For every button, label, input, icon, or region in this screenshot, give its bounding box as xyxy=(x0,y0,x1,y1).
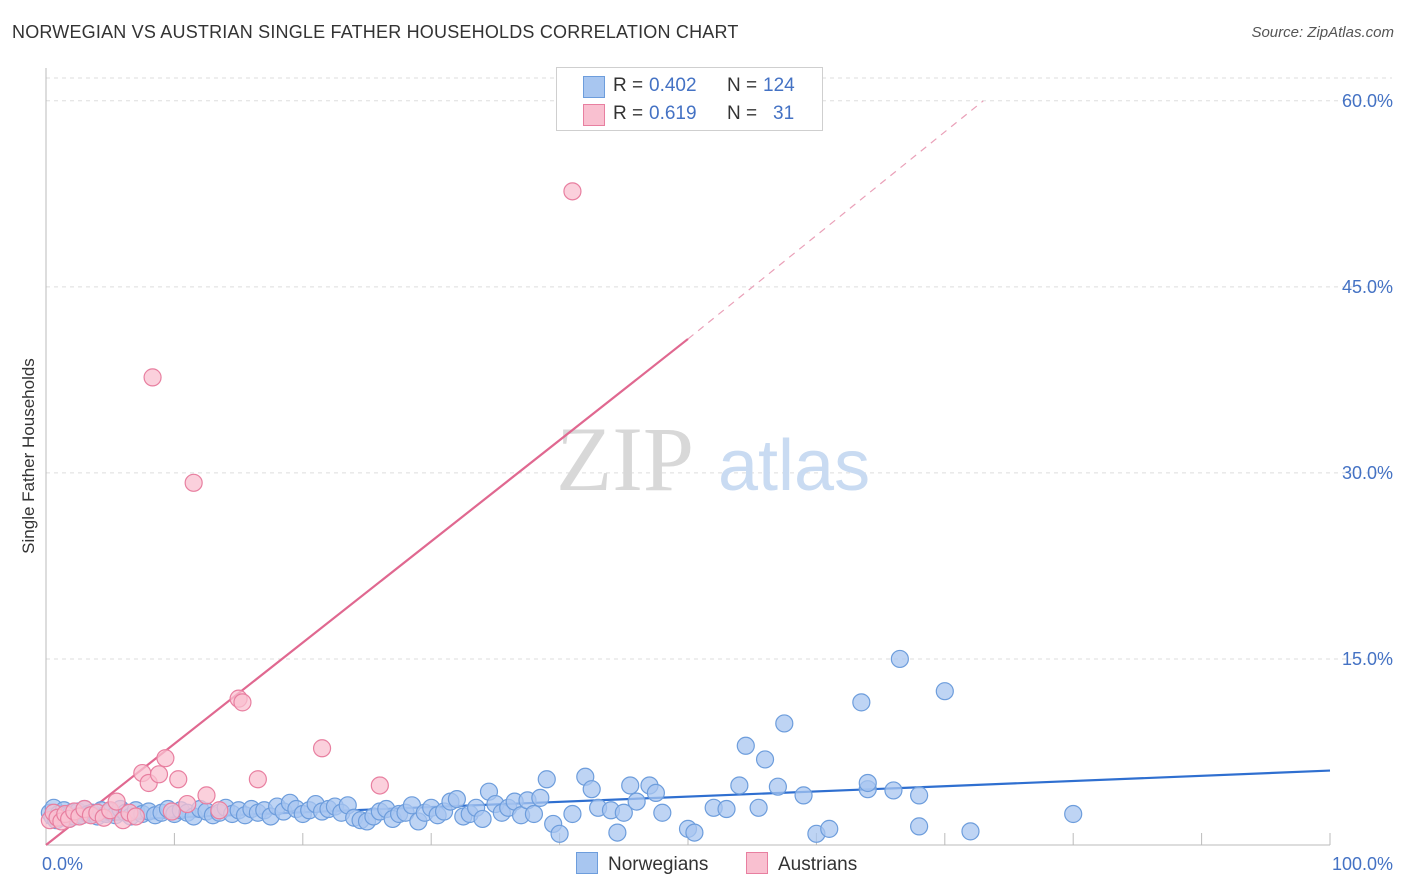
point-norwegians xyxy=(1064,804,1083,824)
legend-r-label: R = xyxy=(613,103,644,124)
point-austrians xyxy=(184,473,203,492)
point-norwegians xyxy=(524,804,544,824)
point-austrians xyxy=(107,792,126,811)
point-austrians xyxy=(233,693,252,712)
point-norwegians xyxy=(775,714,794,733)
stats-legend: R = 0.402 N = 124 R = 0.619 N = 31 xyxy=(556,67,823,131)
point-norwegians xyxy=(730,776,749,795)
point-norwegians xyxy=(768,777,787,796)
legend-row-austrians: R = 0.619 N = 31 xyxy=(557,101,822,129)
source-label: Source: ZipAtlas.com xyxy=(1251,24,1394,41)
point-norwegians xyxy=(820,819,839,838)
y-tick-label: 60.0% xyxy=(1342,91,1393,111)
point-norwegians xyxy=(627,792,646,811)
point-austrians xyxy=(149,765,169,784)
point-norwegians xyxy=(473,809,492,829)
point-norwegians xyxy=(736,736,755,755)
trend-line-austrians xyxy=(45,338,689,846)
point-austrians xyxy=(248,770,267,789)
legend-swatch-norwegians xyxy=(583,76,605,98)
legend-n-label: N = xyxy=(727,75,758,96)
x-tick-label-min: 0.0% xyxy=(42,854,83,874)
point-austrians xyxy=(143,368,162,387)
point-norwegians xyxy=(858,773,877,793)
point-norwegians xyxy=(961,822,980,841)
bottom-legend-swatch-norwegians xyxy=(576,852,598,874)
bottom-legend-swatch-austrians xyxy=(746,852,768,874)
point-norwegians xyxy=(755,750,775,769)
legend-r-value: 0.402 xyxy=(649,75,697,96)
point-norwegians xyxy=(531,788,550,807)
point-norwegians xyxy=(749,798,768,817)
point-norwegians xyxy=(582,780,601,799)
point-norwegians xyxy=(852,693,871,712)
bottom-legend-norwegians: Norwegians xyxy=(576,852,708,876)
watermark-atlas: atlas xyxy=(718,426,870,506)
point-norwegians xyxy=(935,682,954,701)
tick-labels: 15.0% 30.0% 45.0% 60.0% 0.0% 100.0% xyxy=(42,91,1393,874)
legend-r-label: R = xyxy=(613,75,644,96)
point-norwegians xyxy=(563,804,582,824)
bottom-legend-label-norwegians: Norwegians xyxy=(608,854,709,875)
bottom-legend-label-austrians: Austrians xyxy=(778,854,858,875)
y-tick-label: 45.0% xyxy=(1342,277,1393,297)
point-norwegians xyxy=(890,649,909,669)
point-austrians xyxy=(563,182,582,201)
point-norwegians xyxy=(646,783,666,803)
point-norwegians xyxy=(447,790,466,809)
point-austrians xyxy=(126,807,145,826)
series-austrians xyxy=(40,182,582,831)
point-austrians xyxy=(370,776,389,795)
watermark-zip: ZIP xyxy=(556,408,694,510)
trend-line-austrians-extension xyxy=(687,100,984,340)
point-norwegians xyxy=(910,817,929,836)
point-norwegians xyxy=(794,786,813,805)
y-tick-label: 30.0% xyxy=(1342,463,1393,483)
legend-r-value: 0.619 xyxy=(649,103,697,124)
y-tick-label: 15.0% xyxy=(1342,649,1393,669)
legend-n-label: N = xyxy=(727,103,758,124)
point-norwegians xyxy=(550,824,569,843)
legend-n-value: 31 xyxy=(773,103,795,124)
legend-n-value: 124 xyxy=(763,75,795,96)
point-norwegians xyxy=(884,781,903,800)
series-norwegians xyxy=(40,649,1083,843)
point-austrians xyxy=(162,802,181,821)
legend-swatch-austrians xyxy=(583,104,605,126)
point-austrians xyxy=(197,786,216,805)
point-austrians xyxy=(312,739,332,758)
point-austrians xyxy=(156,749,175,768)
point-norwegians xyxy=(685,823,704,842)
point-norwegians xyxy=(608,823,627,842)
y-axis-title: Single Father Households xyxy=(19,358,38,554)
point-norwegians xyxy=(717,799,736,819)
legend-row-norwegians: R = 0.402 N = 124 xyxy=(557,73,822,101)
point-norwegians xyxy=(653,803,672,822)
x-tick-label-max: 100.0% xyxy=(1332,854,1393,874)
point-norwegians xyxy=(537,770,556,789)
gridlines xyxy=(46,77,1392,660)
point-norwegians xyxy=(910,786,929,805)
point-norwegians xyxy=(621,776,640,795)
chart-title: NORWEGIAN VS AUSTRIAN SINGLE FATHER HOUS… xyxy=(12,22,739,42)
point-austrians xyxy=(178,794,197,814)
point-austrians xyxy=(210,801,229,820)
bottom-legend-austrians: Austrians xyxy=(746,852,857,876)
point-norwegians xyxy=(614,803,633,822)
point-austrians xyxy=(169,770,188,789)
